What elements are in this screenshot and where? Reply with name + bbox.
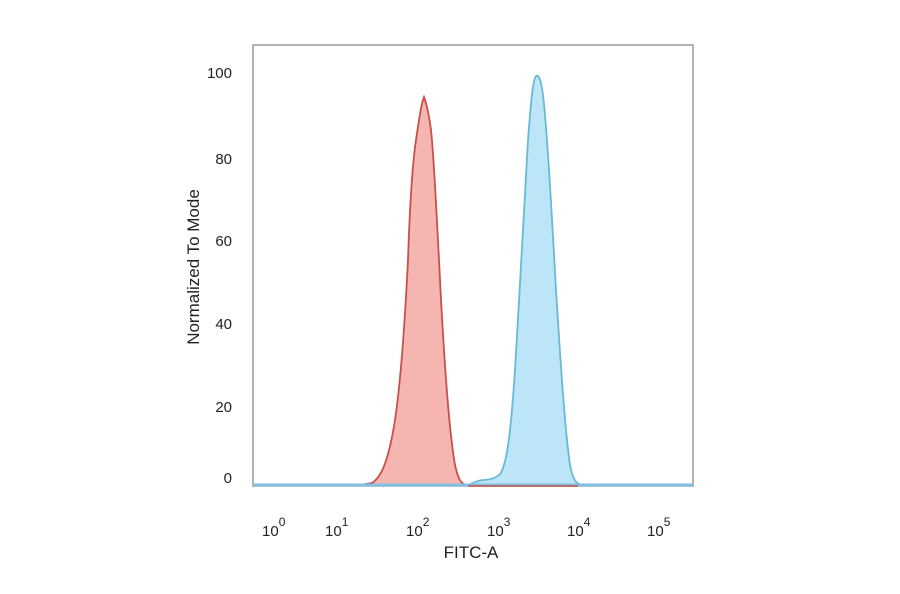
y-tick: 20 bbox=[215, 399, 232, 416]
plot-frame bbox=[252, 44, 694, 487]
x-tick: 101 bbox=[325, 515, 349, 540]
red-histogram-series bbox=[359, 94, 467, 486]
x-tick: 100 bbox=[262, 515, 286, 540]
y-tick: 100 bbox=[207, 65, 232, 82]
x-tick: 103 bbox=[487, 515, 511, 540]
y-tick: 40 bbox=[215, 316, 232, 333]
y-axis-label: Normalized To Mode bbox=[184, 189, 203, 345]
x-tick: 102 bbox=[406, 515, 430, 540]
y-tick: 80 bbox=[215, 151, 232, 168]
y-axis-ticks: 0 20 40 60 80 100 bbox=[207, 65, 232, 487]
x-tick: 105 bbox=[647, 515, 671, 540]
x-axis-label: FITC-A bbox=[444, 543, 499, 562]
blue-histogram-series bbox=[467, 74, 583, 486]
y-tick: 0 bbox=[224, 470, 232, 487]
x-axis-ticks: 100 101 102 103 104 105 bbox=[262, 515, 671, 540]
x-tick: 104 bbox=[567, 515, 591, 540]
y-tick: 60 bbox=[215, 233, 232, 250]
